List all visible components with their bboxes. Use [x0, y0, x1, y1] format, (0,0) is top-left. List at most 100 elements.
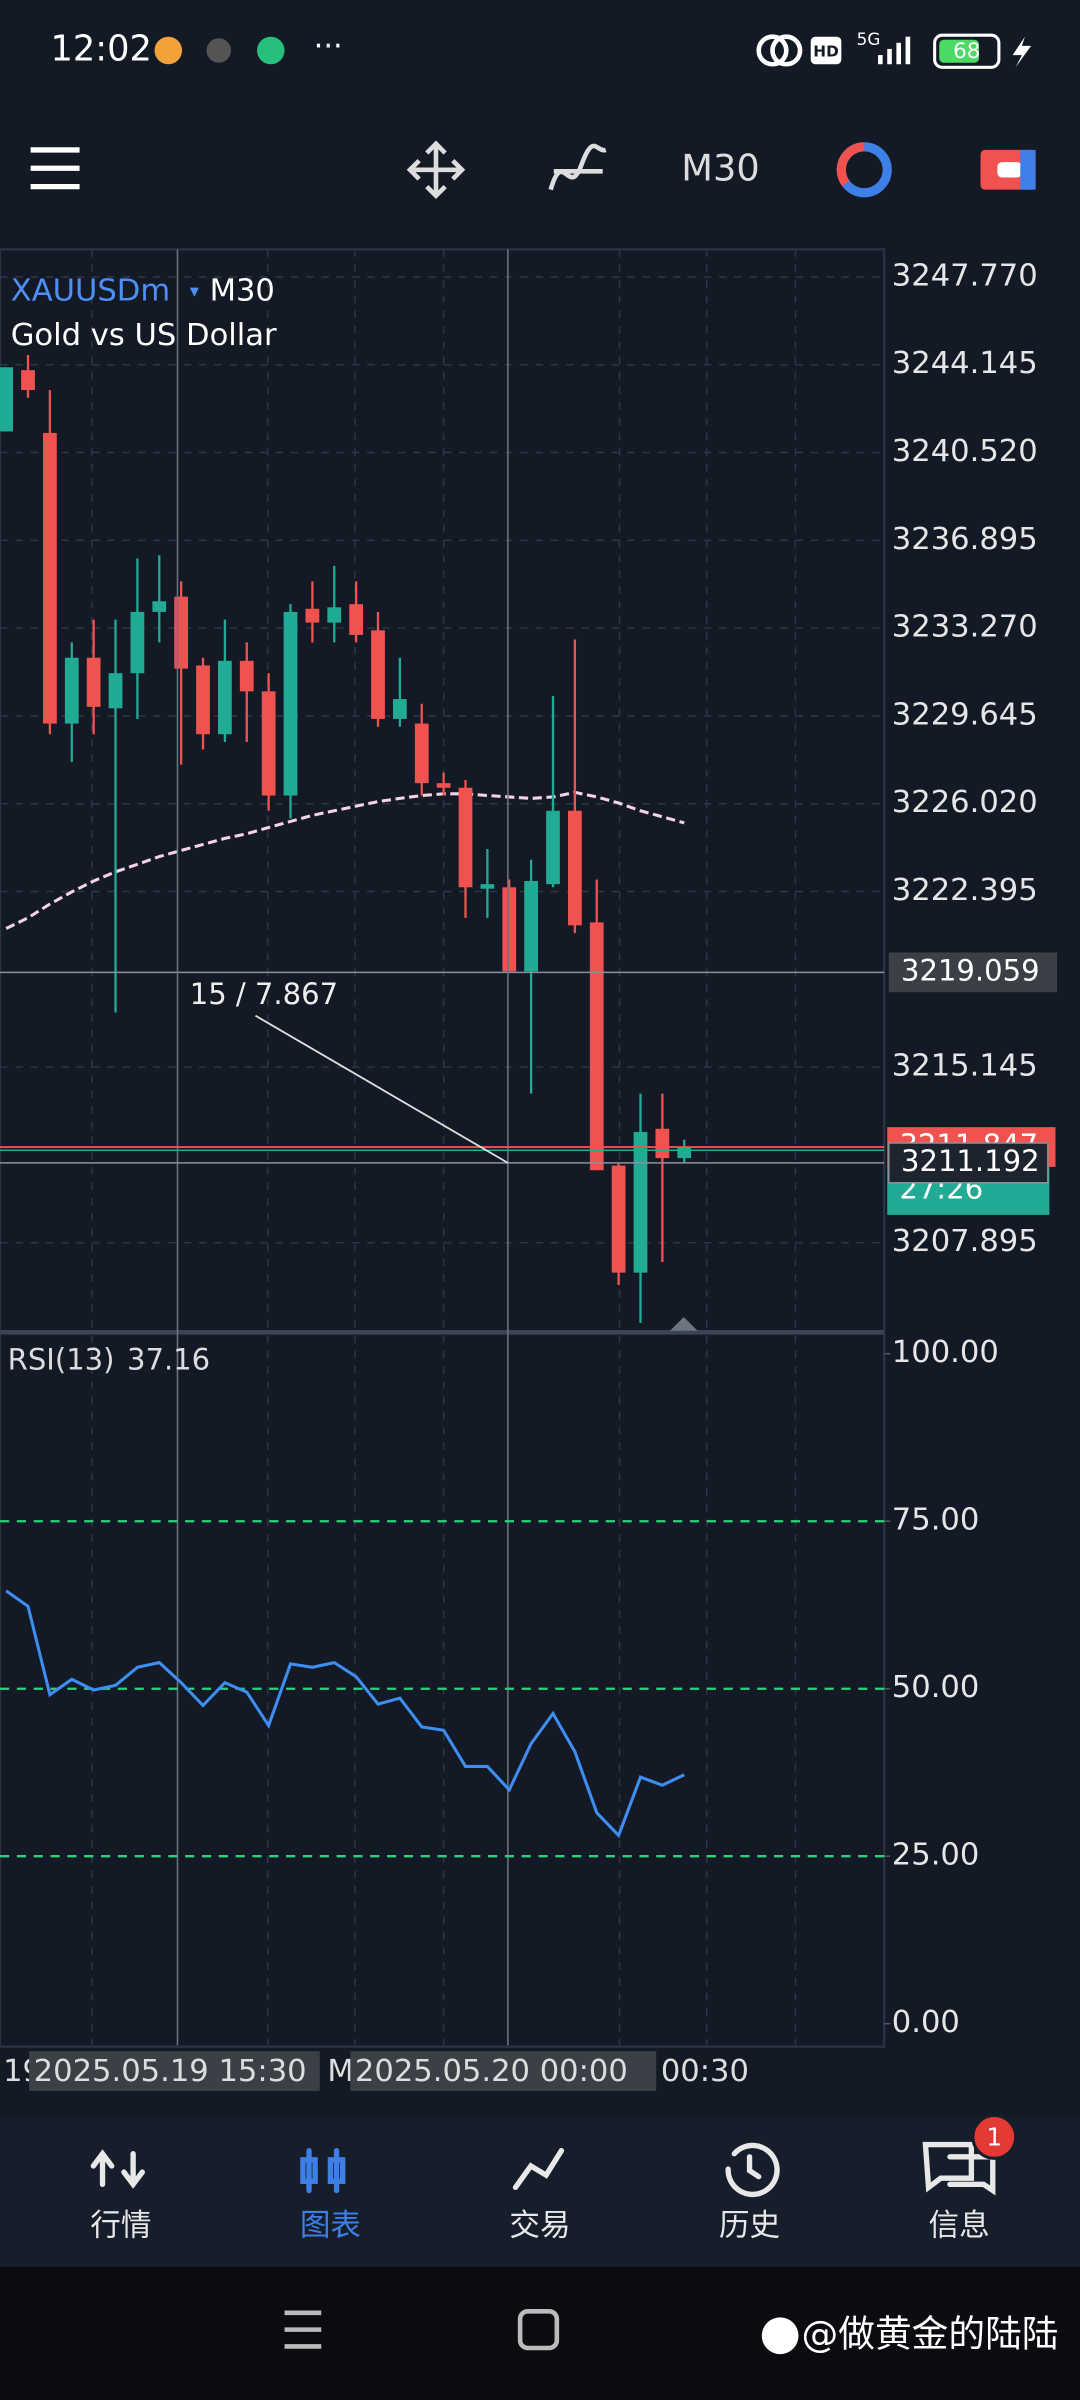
y-tick-label: 3215.145 — [892, 1049, 1038, 1084]
charging — [1012, 36, 1032, 68]
cursor-price-label: 3211.192 — [901, 1144, 1040, 1178]
hd-badge — [810, 36, 842, 65]
nav-items: 行情 图表 交易 历史 信息 1 — [90, 2113, 1018, 2244]
measure-line — [255, 1014, 509, 1164]
more-dots: ··· — [314, 29, 343, 64]
nav-icon — [922, 2141, 996, 2196]
badge — [971, 2113, 1018, 2160]
candle-body — [589, 922, 604, 1171]
app-icon — [257, 36, 285, 65]
candle-body — [677, 1147, 692, 1159]
candle-body — [480, 884, 495, 889]
candle-body — [174, 596, 189, 669]
x-label-box — [29, 2051, 320, 2092]
rsi-value: 37.16 — [127, 1342, 210, 1376]
battery-level — [939, 39, 980, 63]
x-label-box — [350, 2051, 657, 2092]
menu-button[interactable] — [30, 147, 80, 190]
candle-body — [218, 660, 232, 735]
candle-body — [633, 1131, 648, 1273]
nav-label: 行情 — [90, 2209, 151, 2244]
candle-body — [239, 660, 254, 692]
candle-body — [327, 607, 342, 623]
chart-title: Gold vs US Dollar — [11, 318, 277, 353]
candle-body — [436, 783, 451, 788]
x-tick-label: 2025.05.20 00:00 — [355, 2054, 628, 2089]
candle-body — [21, 370, 35, 391]
y-tick-label: 3244.145 — [892, 346, 1038, 381]
candle-body — [393, 699, 407, 719]
candle-body — [502, 887, 517, 972]
nav-icon — [300, 2147, 346, 2194]
measure-label: 15 / 7.867 — [190, 977, 338, 1011]
candle-body — [371, 630, 385, 719]
candle-body — [196, 665, 210, 735]
candle-body — [152, 601, 167, 612]
watermark-icon — [761, 2317, 799, 2355]
candle-body — [458, 787, 473, 888]
nav-icon — [90, 2149, 145, 2189]
crosshair-price-label: 3219.059 — [901, 953, 1040, 987]
candle-body — [305, 608, 320, 623]
crosshair-box — [888, 952, 1058, 993]
cursor-box — [887, 1142, 1049, 1184]
nav-item[interactable]: 历史 — [719, 2142, 780, 2244]
candle-body — [43, 432, 57, 724]
y-tick-label: 3226.020 — [892, 785, 1038, 820]
y-tick-label: 3247.770 — [892, 258, 1038, 293]
symbol-caret: ▾ — [190, 281, 200, 302]
nav-item[interactable]: 图表 — [300, 2147, 361, 2244]
candle-body — [655, 1128, 670, 1159]
candle-body — [130, 611, 145, 674]
move-button[interactable] — [406, 140, 466, 200]
y-tick-label: 3222.395 — [892, 873, 1038, 908]
chart-frame — [0, 248, 886, 2048]
nav-label: 信息 — [929, 2209, 990, 2244]
y-tick-label: 100.00 — [892, 1335, 999, 1370]
nav-item[interactable]: 交易 — [509, 2147, 571, 2244]
candle-body — [283, 611, 298, 796]
candle-body — [414, 723, 429, 784]
watermark: @做黄金的陆陆 — [802, 2312, 1059, 2355]
indicator-button[interactable] — [548, 143, 607, 191]
candle-body — [261, 691, 276, 796]
nav-item[interactable]: 信息 — [922, 2141, 996, 2244]
trade-icon — [997, 162, 1022, 178]
trade-icon — [1020, 149, 1036, 190]
y-tick-label: 3207.895 — [892, 1224, 1038, 1259]
y-tick-label: 3236.895 — [892, 522, 1038, 557]
candle-body — [546, 810, 560, 885]
plot: 3247.770 3244.145 3240.520 3236.895 3233.270… — [0, 249, 1058, 2092]
symbol: XAUUSDm — [11, 274, 170, 309]
system-home[interactable] — [517, 2308, 560, 2351]
candle-body — [108, 673, 123, 709]
candle-body — [611, 1165, 626, 1273]
y-tick-label: 3240.520 — [892, 434, 1038, 469]
y-tick-label: 75.00 — [892, 1503, 980, 1538]
battery-text: 68 — [953, 39, 980, 64]
scroll-marker — [670, 1317, 698, 1331]
link-icon — [770, 34, 803, 67]
x-tick-label: 00:30 — [661, 2054, 749, 2089]
rsi-title: RSI(13) — [8, 1342, 115, 1376]
candle-body — [86, 657, 101, 707]
nav-item[interactable]: 行情 — [90, 2149, 151, 2244]
signal — [878, 36, 911, 65]
clock: 12:02 — [51, 28, 152, 69]
badge-count: 1 — [987, 2122, 1003, 2151]
clock-accent — [836, 142, 865, 187]
app-icon — [206, 38, 232, 63]
timeframe-button[interactable]: M30 — [681, 146, 759, 189]
system-menu[interactable] — [284, 2310, 322, 2349]
candle-body — [567, 810, 582, 926]
y-tick-label: 0.00 — [892, 2005, 960, 2040]
nav-label: 历史 — [719, 2209, 780, 2244]
system-bar — [0, 2266, 1080, 2400]
candle-body — [524, 881, 539, 972]
bottom-nav — [0, 2117, 1080, 2267]
candle-body — [349, 604, 364, 635]
nav-label: 交易 — [509, 2209, 570, 2244]
nav-label: 图表 — [300, 2209, 361, 2244]
network: 5G — [857, 29, 881, 49]
